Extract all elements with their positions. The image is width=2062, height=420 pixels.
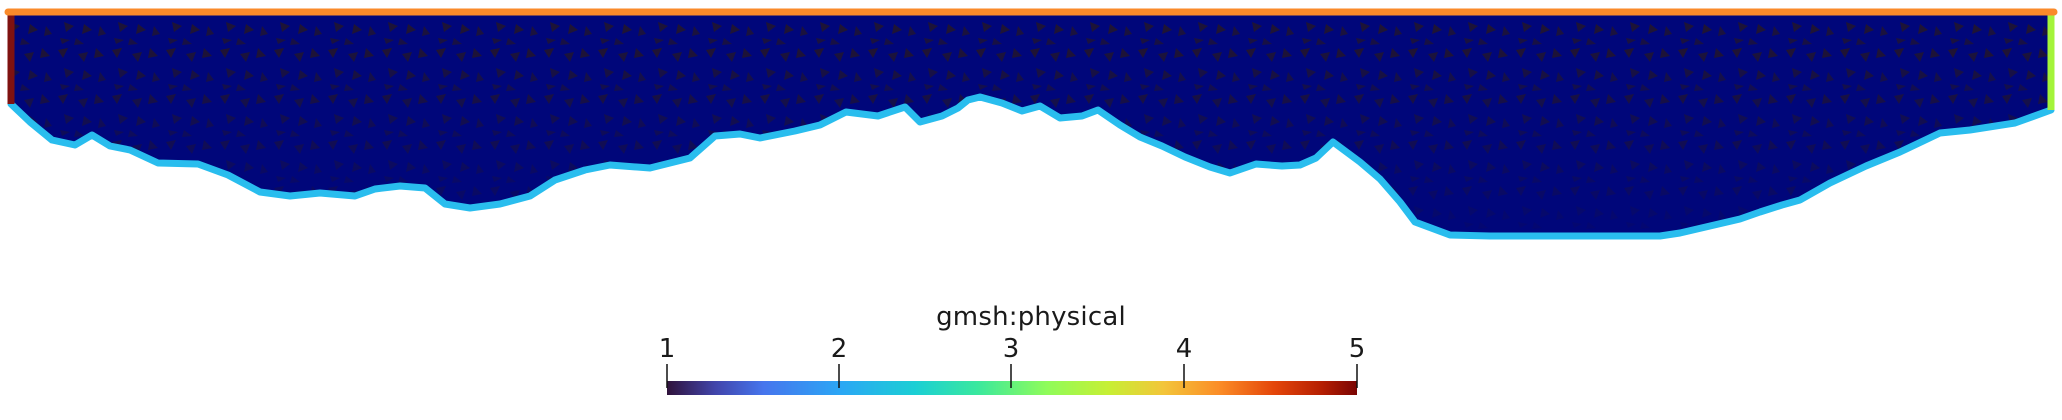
colorbar-title: gmsh:physical	[936, 302, 1126, 332]
colorbar-tick-label: 5	[1348, 334, 1366, 364]
colorbar-gradient	[667, 381, 1357, 395]
colorbar-tick-label: 2	[830, 334, 848, 364]
colorbar-tick-label: 1	[658, 334, 676, 364]
colorbar-tick-label: 4	[1175, 334, 1193, 364]
colorbar-tick-label: 3	[1002, 334, 1020, 364]
bottom-boundary-line	[7, 93, 2055, 240]
